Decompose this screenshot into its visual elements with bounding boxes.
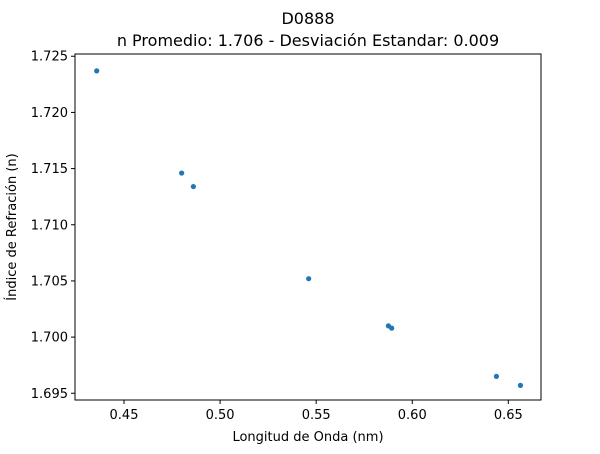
y-axis-ticks: 1.695 1.700 1.705 1.710 1.715 1.720 1.725 [31,50,75,402]
x-tick-label: 0.50 [206,408,235,423]
y-tick-label: 1.720 [31,106,68,121]
data-point [493,373,500,380]
x-tick-label: 0.45 [110,408,139,423]
data-point [179,170,185,176]
data-points [94,68,524,388]
data-point [306,276,312,282]
y-tick-label: 1.700 [31,331,68,346]
chart-subtitle: n Promedio: 1.706 - Desviación Estandar:… [117,31,499,50]
x-tick-label: 0.55 [302,408,331,423]
x-tick-label: 0.60 [398,408,427,423]
data-point [389,325,395,331]
data-point [94,68,100,74]
plot-area-frame [74,53,542,401]
x-axis-ticks: 0.45 0.50 0.55 0.60 0.65 [110,400,523,423]
y-tick-label: 1.695 [31,387,68,402]
y-tick-label: 1.710 [31,218,68,233]
y-tick-label: 1.725 [31,50,68,65]
chart-title: D0888 [281,9,334,28]
y-axis-label: Índice de Refración (n) [4,153,20,300]
y-tick-label: 1.715 [31,162,68,177]
x-axis-label: Longitud de Onda (nm) [232,430,383,445]
y-tick-label: 1.705 [31,274,68,289]
x-tick-label: 0.65 [494,408,523,423]
data-point [190,183,196,190]
data-point [517,382,524,388]
